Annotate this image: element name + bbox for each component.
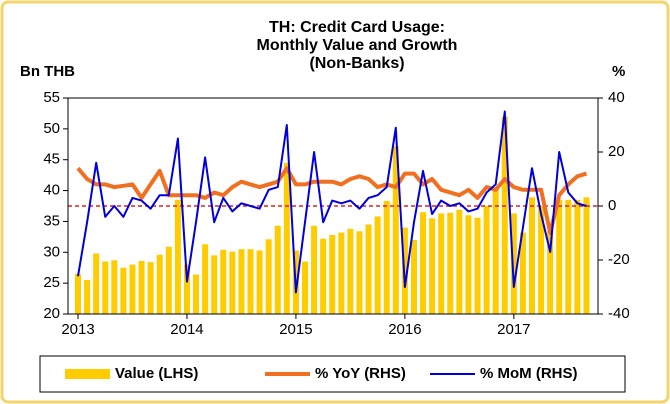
bar [274, 225, 281, 314]
bar [238, 249, 245, 314]
bar [510, 213, 517, 314]
bar [547, 230, 554, 314]
y2-tick-label: 20 [608, 143, 625, 160]
bar [211, 255, 218, 314]
chart-title: TH: Credit Card Usage: [269, 19, 445, 36]
bar [302, 261, 308, 314]
bar [420, 212, 427, 314]
bar [483, 206, 490, 314]
bar [374, 216, 381, 314]
bar [492, 187, 499, 314]
legend-label: % YoY (RHS) [315, 365, 406, 382]
x-tick-label: 2015 [279, 321, 312, 338]
bar [156, 254, 163, 314]
bar [138, 260, 145, 314]
bar [519, 232, 526, 314]
bar [365, 224, 372, 314]
y2-axis-label: % [612, 63, 625, 80]
bar [338, 232, 345, 314]
bar [410, 239, 417, 314]
bar [120, 267, 127, 314]
legend-label: Value (LHS) [115, 365, 198, 382]
bar [220, 249, 227, 314]
bar [383, 201, 390, 314]
bar [193, 274, 200, 314]
bar [102, 261, 109, 314]
x-tick-label: 2017 [497, 321, 530, 338]
bar [456, 209, 463, 314]
bar [356, 231, 363, 314]
bar [556, 199, 563, 314]
bar [329, 235, 336, 314]
legend-swatch [65, 369, 110, 379]
chart-title: (Non-Banks) [309, 55, 404, 72]
bar [147, 262, 154, 314]
bar [474, 217, 481, 314]
bar [583, 197, 590, 314]
bar [565, 199, 572, 314]
legend-box [39, 355, 626, 393]
bar [311, 225, 318, 314]
bar [183, 264, 190, 314]
bar [229, 251, 236, 314]
y-axis-label: Bn THB [20, 63, 75, 80]
y2-tick-label: -20 [608, 251, 630, 268]
bar [265, 239, 272, 314]
bar [75, 273, 81, 314]
y-tick-label: 55 [43, 89, 60, 106]
bar [93, 253, 100, 314]
x-tick-label: 2016 [388, 321, 421, 338]
bar [347, 228, 354, 314]
bar [529, 197, 535, 314]
y2-tick-label: 0 [608, 197, 616, 214]
line-series [77, 110, 587, 294]
x-tick-label: 2013 [61, 321, 94, 338]
y2-tick-label: 40 [608, 89, 625, 106]
x-tick-label: 2014 [170, 321, 203, 338]
y-tick-label: 40 [43, 182, 60, 199]
y-tick-label: 50 [43, 120, 60, 137]
bar [447, 212, 454, 314]
bar [165, 246, 172, 314]
bar [111, 260, 118, 314]
bar [283, 162, 290, 314]
bar [429, 218, 436, 314]
bar [574, 199, 581, 314]
bar [174, 199, 181, 314]
bar [202, 244, 209, 314]
bar [465, 215, 472, 314]
bar [538, 206, 545, 314]
bar [320, 238, 327, 314]
y-tick-label: 45 [43, 151, 60, 168]
y-tick-label: 25 [43, 274, 60, 291]
bar [84, 280, 91, 314]
bar [392, 146, 399, 314]
y-tick-label: 20 [43, 305, 60, 322]
y-tick-label: 30 [43, 243, 60, 260]
bar [438, 213, 445, 314]
y-tick-label: 35 [43, 212, 60, 229]
bar [501, 116, 508, 314]
y2-tick-label: -40 [608, 305, 630, 322]
bar [129, 264, 136, 314]
line-series [76, 166, 588, 235]
legend-label: % MoM (RHS) [480, 365, 578, 382]
bar [247, 249, 254, 314]
bar [256, 250, 263, 314]
chart-title: Monthly Value and Growth [257, 37, 458, 54]
